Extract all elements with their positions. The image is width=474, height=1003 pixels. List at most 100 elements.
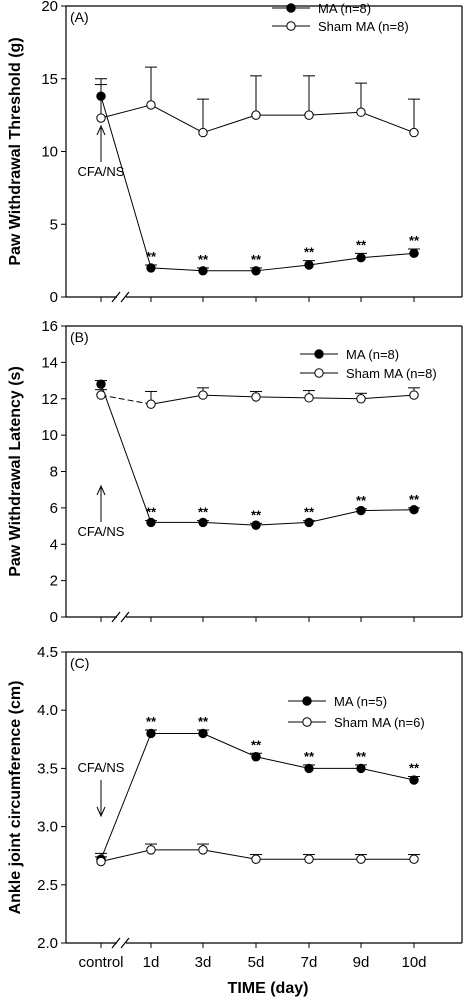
- sham-ma-series-point: [96, 390, 106, 400]
- y-tick-label: 10: [41, 427, 58, 444]
- y-tick-label: 3.5: [37, 760, 58, 777]
- panel-label: (A): [70, 9, 89, 25]
- significance-marker: **: [251, 737, 262, 752]
- significance-marker: **: [198, 505, 209, 520]
- sham-ma-series-point: [356, 854, 366, 864]
- y-tick-label: 2: [50, 573, 58, 590]
- legend-marker: [314, 368, 324, 378]
- x-tick-label: control: [78, 954, 123, 971]
- legend-label: Sham MA (n=6): [334, 715, 425, 730]
- significance-marker: **: [304, 505, 315, 520]
- sham-ma-series-point: [251, 854, 261, 864]
- sham-ma-series-line: [308, 111, 362, 116]
- significance-marker: **: [146, 249, 157, 264]
- ma-series-point: [198, 728, 208, 739]
- significance-marker: **: [251, 507, 262, 522]
- sham-ma-series-point: [409, 127, 419, 138]
- legend-marker: [286, 21, 296, 31]
- y-tick-label: 4.5: [37, 644, 58, 661]
- ma-series-line: [360, 767, 415, 781]
- legend-label: Sham MA (n=8): [318, 19, 409, 34]
- axis-break-mark: [111, 291, 121, 303]
- ma-series-point: [356, 505, 366, 516]
- axis-break-mark: [120, 291, 130, 303]
- significance-marker: **: [198, 252, 209, 267]
- chart-panel-3: 2.0 2.5 3.0 3.5 4.0 4.5 control 1d 3d 5d 7d 9d 10d An…: [7, 644, 463, 971]
- x-tick-label: 1d: [143, 954, 160, 971]
- sham-ma-series-line: [100, 849, 152, 863]
- axis-break-mark: [120, 937, 130, 949]
- ma-series-point: [356, 763, 366, 774]
- sham-ma-series-line: [150, 104, 204, 134]
- ma-series-point: [96, 379, 106, 389]
- sham-ma-series-line: [150, 394, 204, 405]
- panel-label: (C): [70, 655, 89, 671]
- annotation-arrowhead: [96, 484, 106, 496]
- ma-series-point: [251, 266, 261, 276]
- significance-marker: **: [409, 233, 420, 248]
- significance-marker: **: [198, 714, 209, 729]
- x-tick-label: 3d: [195, 954, 212, 971]
- axis-break-mark: [120, 611, 130, 623]
- ma-series-line: [202, 733, 257, 758]
- y-tick-label: 4: [50, 536, 58, 553]
- y-tick-label: 14: [41, 354, 58, 371]
- sham-ma-series-line: [308, 397, 362, 400]
- ma-series-line: [255, 264, 310, 272]
- y-tick-label: 2.0: [37, 935, 58, 952]
- y-tick-label: 3.0: [37, 819, 58, 836]
- sham-ma-series-point: [146, 399, 156, 409]
- significance-marker: **: [356, 749, 367, 764]
- y-tick-label: 15: [41, 71, 58, 88]
- ma-series-point: [409, 775, 419, 785]
- legend-marker: [314, 349, 324, 359]
- y-tick-label: 8: [50, 464, 58, 481]
- legend-label: MA (n=8): [318, 1, 371, 16]
- ma-series-line: [100, 384, 152, 523]
- sham-ma-series-point: [304, 393, 314, 403]
- ma-series-line: [308, 257, 362, 266]
- ma-series-line: [202, 521, 257, 526]
- chart-panel-1: 0 5 10 15 20 Paw Withdrawal Threshold (g) (A) *…: [7, 0, 463, 306]
- y-tick-label: 10: [41, 144, 58, 161]
- y-tick-label: 2.5: [37, 877, 58, 894]
- sham-ma-series-point: [251, 110, 261, 120]
- significance-marker: **: [356, 493, 367, 508]
- sham-ma-series-point: [304, 854, 314, 864]
- y-tick-label: 4.0: [37, 702, 58, 719]
- sham-ma-series-line: [100, 104, 152, 119]
- x-tick-label: 10d: [401, 954, 426, 971]
- y-tick-label: 6: [50, 500, 58, 517]
- ma-series-point: [409, 504, 419, 515]
- legend-marker: [302, 717, 312, 727]
- significance-marker: **: [304, 245, 315, 260]
- sham-ma-series-line: [360, 111, 415, 134]
- sham-ma-series-point: [198, 127, 208, 138]
- legend-marker: [302, 696, 312, 706]
- significance-marker: **: [146, 714, 157, 729]
- cfa-ns-annotation: CFA/NS: [78, 164, 125, 179]
- axis-break-mark: [111, 611, 121, 623]
- y-axis-label: Ankle joint circumference (cm): [7, 681, 24, 915]
- sham-ma-series-line: [202, 394, 257, 398]
- significance-marker: **: [304, 749, 315, 764]
- ma-series-line: [100, 733, 152, 860]
- ma-series-line: [100, 96, 152, 269]
- sham-ma-series-point: [356, 394, 366, 404]
- significance-marker: **: [251, 252, 262, 267]
- sham-ma-series-point: [146, 100, 156, 110]
- ma-series-line: [360, 509, 415, 512]
- x-tick-label: 7d: [301, 954, 318, 971]
- ma-series-line: [308, 510, 362, 523]
- cfa-ns-annotation: CFA/NS: [78, 760, 125, 775]
- y-tick-label: 20: [41, 0, 58, 15]
- significance-marker: **: [409, 761, 420, 776]
- legend-marker: [286, 3, 296, 13]
- ma-series-point: [304, 517, 314, 528]
- ma-series-point: [304, 763, 314, 774]
- significance-marker: **: [146, 505, 157, 520]
- ma-series-point: [198, 266, 208, 276]
- chart-panel-2: 0 2 4 6 8 10 12 14 16 Paw Withdrawal Latency (s) (…: [7, 318, 463, 626]
- sham-ma-series-line: [255, 396, 310, 399]
